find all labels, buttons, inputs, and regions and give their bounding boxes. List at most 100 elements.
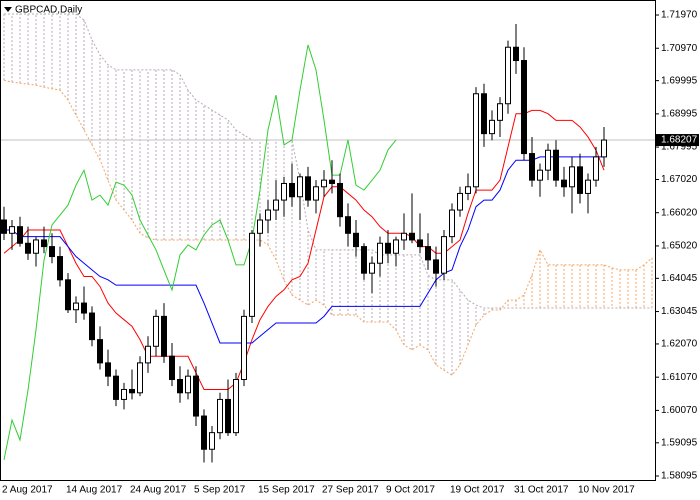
candle-body bbox=[321, 179, 327, 188]
candle-body bbox=[257, 219, 263, 234]
y-tick-label: 1.67020 bbox=[661, 174, 698, 185]
candle-body bbox=[169, 355, 175, 380]
candle-body bbox=[1, 219, 7, 234]
candle-body bbox=[401, 232, 407, 241]
candle-body bbox=[17, 226, 23, 244]
span-a-line bbox=[3, 79, 653, 376]
candle-body bbox=[585, 179, 591, 194]
candle-body bbox=[537, 169, 543, 181]
y-tick-label: 1.63045 bbox=[661, 306, 698, 317]
candle-body bbox=[209, 432, 215, 450]
candle-body bbox=[49, 246, 55, 258]
candle-body bbox=[89, 312, 95, 341]
indicator-line bbox=[3, 109, 605, 390]
candle-body bbox=[457, 192, 463, 211]
candle-body bbox=[417, 239, 423, 248]
candle-body bbox=[73, 302, 79, 311]
candle-body bbox=[177, 378, 183, 394]
candle-body bbox=[97, 339, 103, 364]
candle-body bbox=[41, 239, 47, 248]
candle-body bbox=[425, 246, 431, 261]
candle-body bbox=[353, 232, 359, 248]
candle-body bbox=[529, 153, 535, 181]
candle-body bbox=[297, 176, 303, 198]
candle-body bbox=[153, 315, 159, 347]
x-tick-label: 5 Sep 2017 bbox=[194, 485, 246, 496]
y-tick-label: 1.65020 bbox=[661, 241, 698, 252]
candle-body bbox=[65, 279, 71, 311]
candle-body bbox=[129, 388, 135, 394]
chart-title: GBPCAD,Daily bbox=[15, 5, 82, 16]
y-tick-label: 1.62070 bbox=[661, 339, 698, 350]
candle-body bbox=[201, 415, 207, 450]
candle-body bbox=[233, 378, 239, 434]
candle-body bbox=[593, 156, 599, 181]
candle-body bbox=[393, 239, 399, 254]
candle-body bbox=[185, 375, 191, 394]
indicator-line bbox=[3, 44, 397, 460]
y-tick-label: 1.58095 bbox=[661, 471, 698, 482]
candle-body bbox=[441, 236, 447, 274]
y-tick-label: 1.64045 bbox=[661, 273, 698, 284]
y-tick-label: 1.60070 bbox=[661, 405, 698, 416]
candle-body bbox=[345, 216, 351, 234]
candle-body bbox=[9, 226, 15, 234]
candle-body bbox=[289, 182, 295, 198]
x-tick-label: 27 Sep 2017 bbox=[322, 485, 379, 496]
candle-body bbox=[281, 182, 287, 201]
candle-body bbox=[553, 149, 559, 181]
span-b-line bbox=[4, 13, 652, 309]
candle-body bbox=[249, 232, 255, 317]
candle-body bbox=[313, 186, 319, 201]
candle-body bbox=[265, 209, 271, 221]
candle-body bbox=[105, 362, 111, 377]
candle-body bbox=[217, 398, 223, 434]
candle-body bbox=[145, 345, 151, 364]
candle-body bbox=[305, 176, 311, 201]
plot-frame bbox=[0, 0, 656, 481]
y-tick-label: 1.61070 bbox=[661, 372, 698, 383]
candle-body bbox=[433, 259, 439, 274]
y-tick-label: 1.69995 bbox=[661, 75, 698, 86]
current-price-label: 1.68207 bbox=[661, 135, 698, 146]
candle-body bbox=[561, 179, 567, 188]
y-tick-label: 1.67995 bbox=[661, 142, 698, 153]
indicator-line bbox=[4, 156, 604, 344]
candle-body bbox=[569, 166, 575, 188]
candle-body bbox=[409, 232, 415, 241]
x-tick-label: 19 Oct 2017 bbox=[450, 485, 505, 496]
candle-body bbox=[385, 242, 391, 254]
candle-body bbox=[473, 93, 479, 188]
candle-body bbox=[577, 166, 583, 194]
x-tick-label: 15 Sep 2017 bbox=[258, 485, 315, 496]
candle-body bbox=[161, 315, 167, 357]
x-tick-label: 2 Aug 2017 bbox=[2, 485, 53, 496]
candle-body bbox=[121, 388, 127, 400]
candle-body bbox=[193, 375, 199, 417]
candle-body bbox=[361, 246, 367, 274]
y-tick-label: 1.66020 bbox=[661, 207, 698, 218]
candle-body bbox=[241, 315, 247, 380]
candle-body bbox=[225, 398, 231, 434]
candle-body bbox=[481, 93, 487, 135]
menu-triangle[interactable] bbox=[4, 7, 12, 12]
candle-body bbox=[521, 60, 527, 155]
candle-body bbox=[329, 179, 335, 184]
y-tick-label: 1.70970 bbox=[661, 43, 698, 54]
candle-body bbox=[489, 119, 495, 135]
current-price-box bbox=[656, 134, 699, 147]
candle-body bbox=[497, 103, 503, 121]
y-tick-label: 1.71970 bbox=[661, 10, 698, 21]
candle-body bbox=[369, 262, 375, 274]
plot-area bbox=[1, 13, 655, 463]
candle-body bbox=[377, 242, 383, 264]
candle-body bbox=[137, 362, 143, 394]
candle-body bbox=[81, 302, 87, 314]
x-tick-label: 31 Oct 2017 bbox=[514, 485, 569, 496]
candle-body bbox=[601, 139, 607, 158]
x-tick-label: 9 Oct 2017 bbox=[386, 485, 435, 496]
candle-body bbox=[337, 182, 343, 218]
